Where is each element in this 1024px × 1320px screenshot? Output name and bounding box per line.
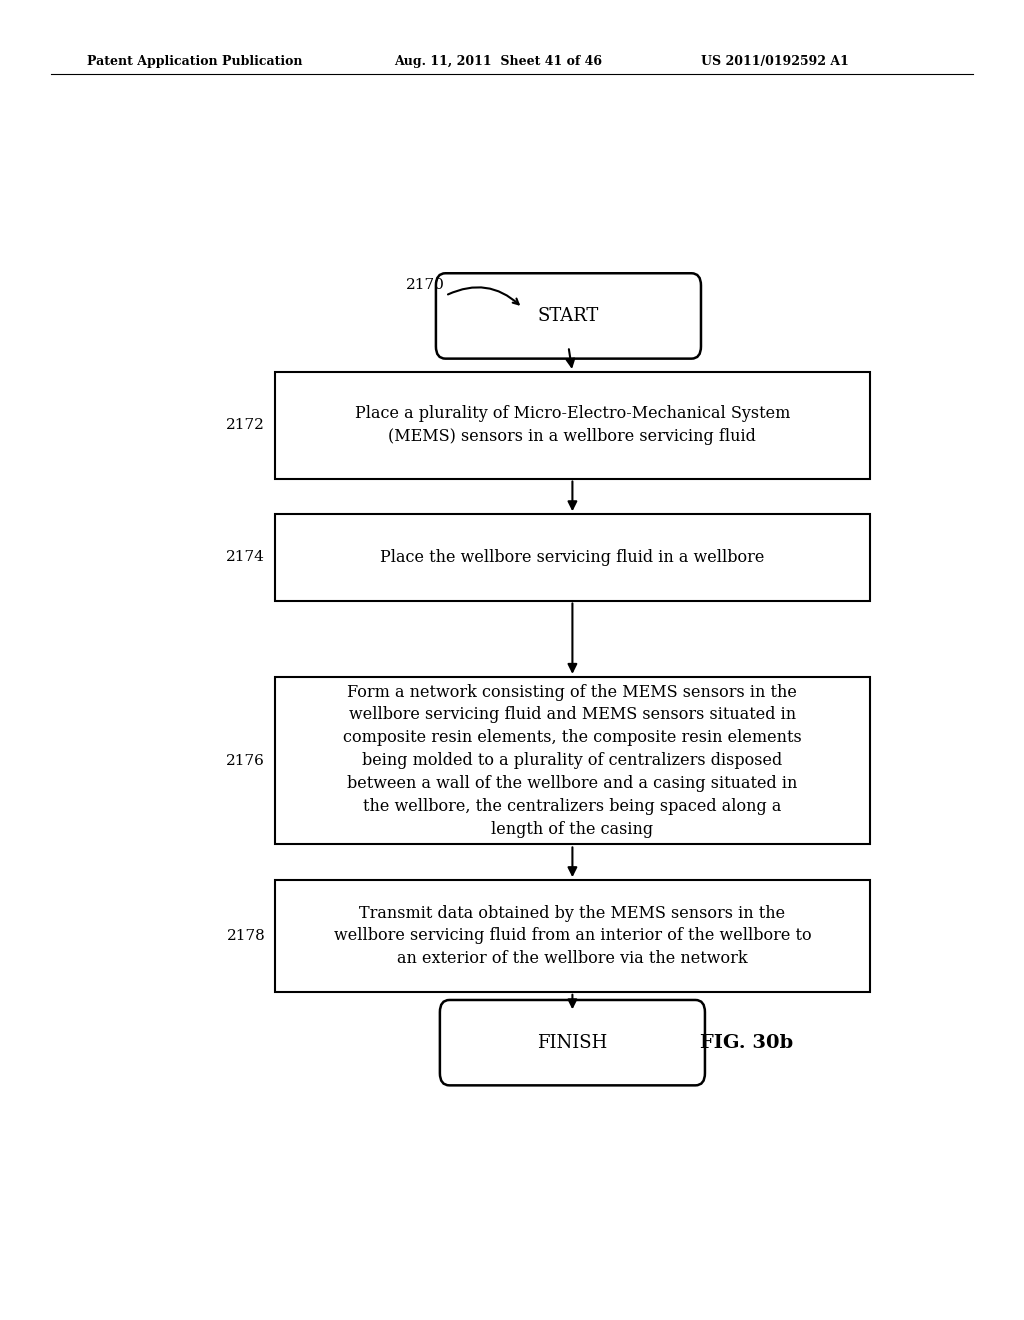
Text: Place a plurality of Micro-Electro-Mechanical System
(MEMS) sensors in a wellbor: Place a plurality of Micro-Electro-Mecha… [354, 405, 791, 445]
Text: Aug. 11, 2011  Sheet 41 of 46: Aug. 11, 2011 Sheet 41 of 46 [394, 55, 602, 69]
Text: Patent Application Publication: Patent Application Publication [87, 55, 302, 69]
Text: Transmit data obtained by the MEMS sensors in the
wellbore servicing fluid from : Transmit data obtained by the MEMS senso… [334, 904, 811, 968]
Bar [274, 372, 870, 479]
Bar [274, 515, 870, 601]
Text: 2172: 2172 [226, 418, 265, 432]
FancyBboxPatch shape [436, 273, 701, 359]
Text: Place the wellbore servicing fluid in a wellbore: Place the wellbore servicing fluid in a … [380, 549, 765, 566]
Text: Form a network consisting of the MEMS sensors in the
wellbore servicing fluid an: Form a network consisting of the MEMS se… [343, 684, 802, 838]
Text: FINISH: FINISH [538, 1034, 607, 1052]
Bar [274, 880, 870, 991]
Text: 2176: 2176 [226, 754, 265, 768]
Text: US 2011/0192592 A1: US 2011/0192592 A1 [701, 55, 849, 69]
Text: START: START [538, 308, 599, 325]
Text: 2170: 2170 [407, 279, 445, 293]
Text: FIG. 30b: FIG. 30b [700, 1034, 794, 1052]
FancyBboxPatch shape [440, 1001, 705, 1085]
Bar [274, 677, 870, 845]
Text: 2174: 2174 [226, 550, 265, 565]
Text: 2178: 2178 [226, 929, 265, 942]
